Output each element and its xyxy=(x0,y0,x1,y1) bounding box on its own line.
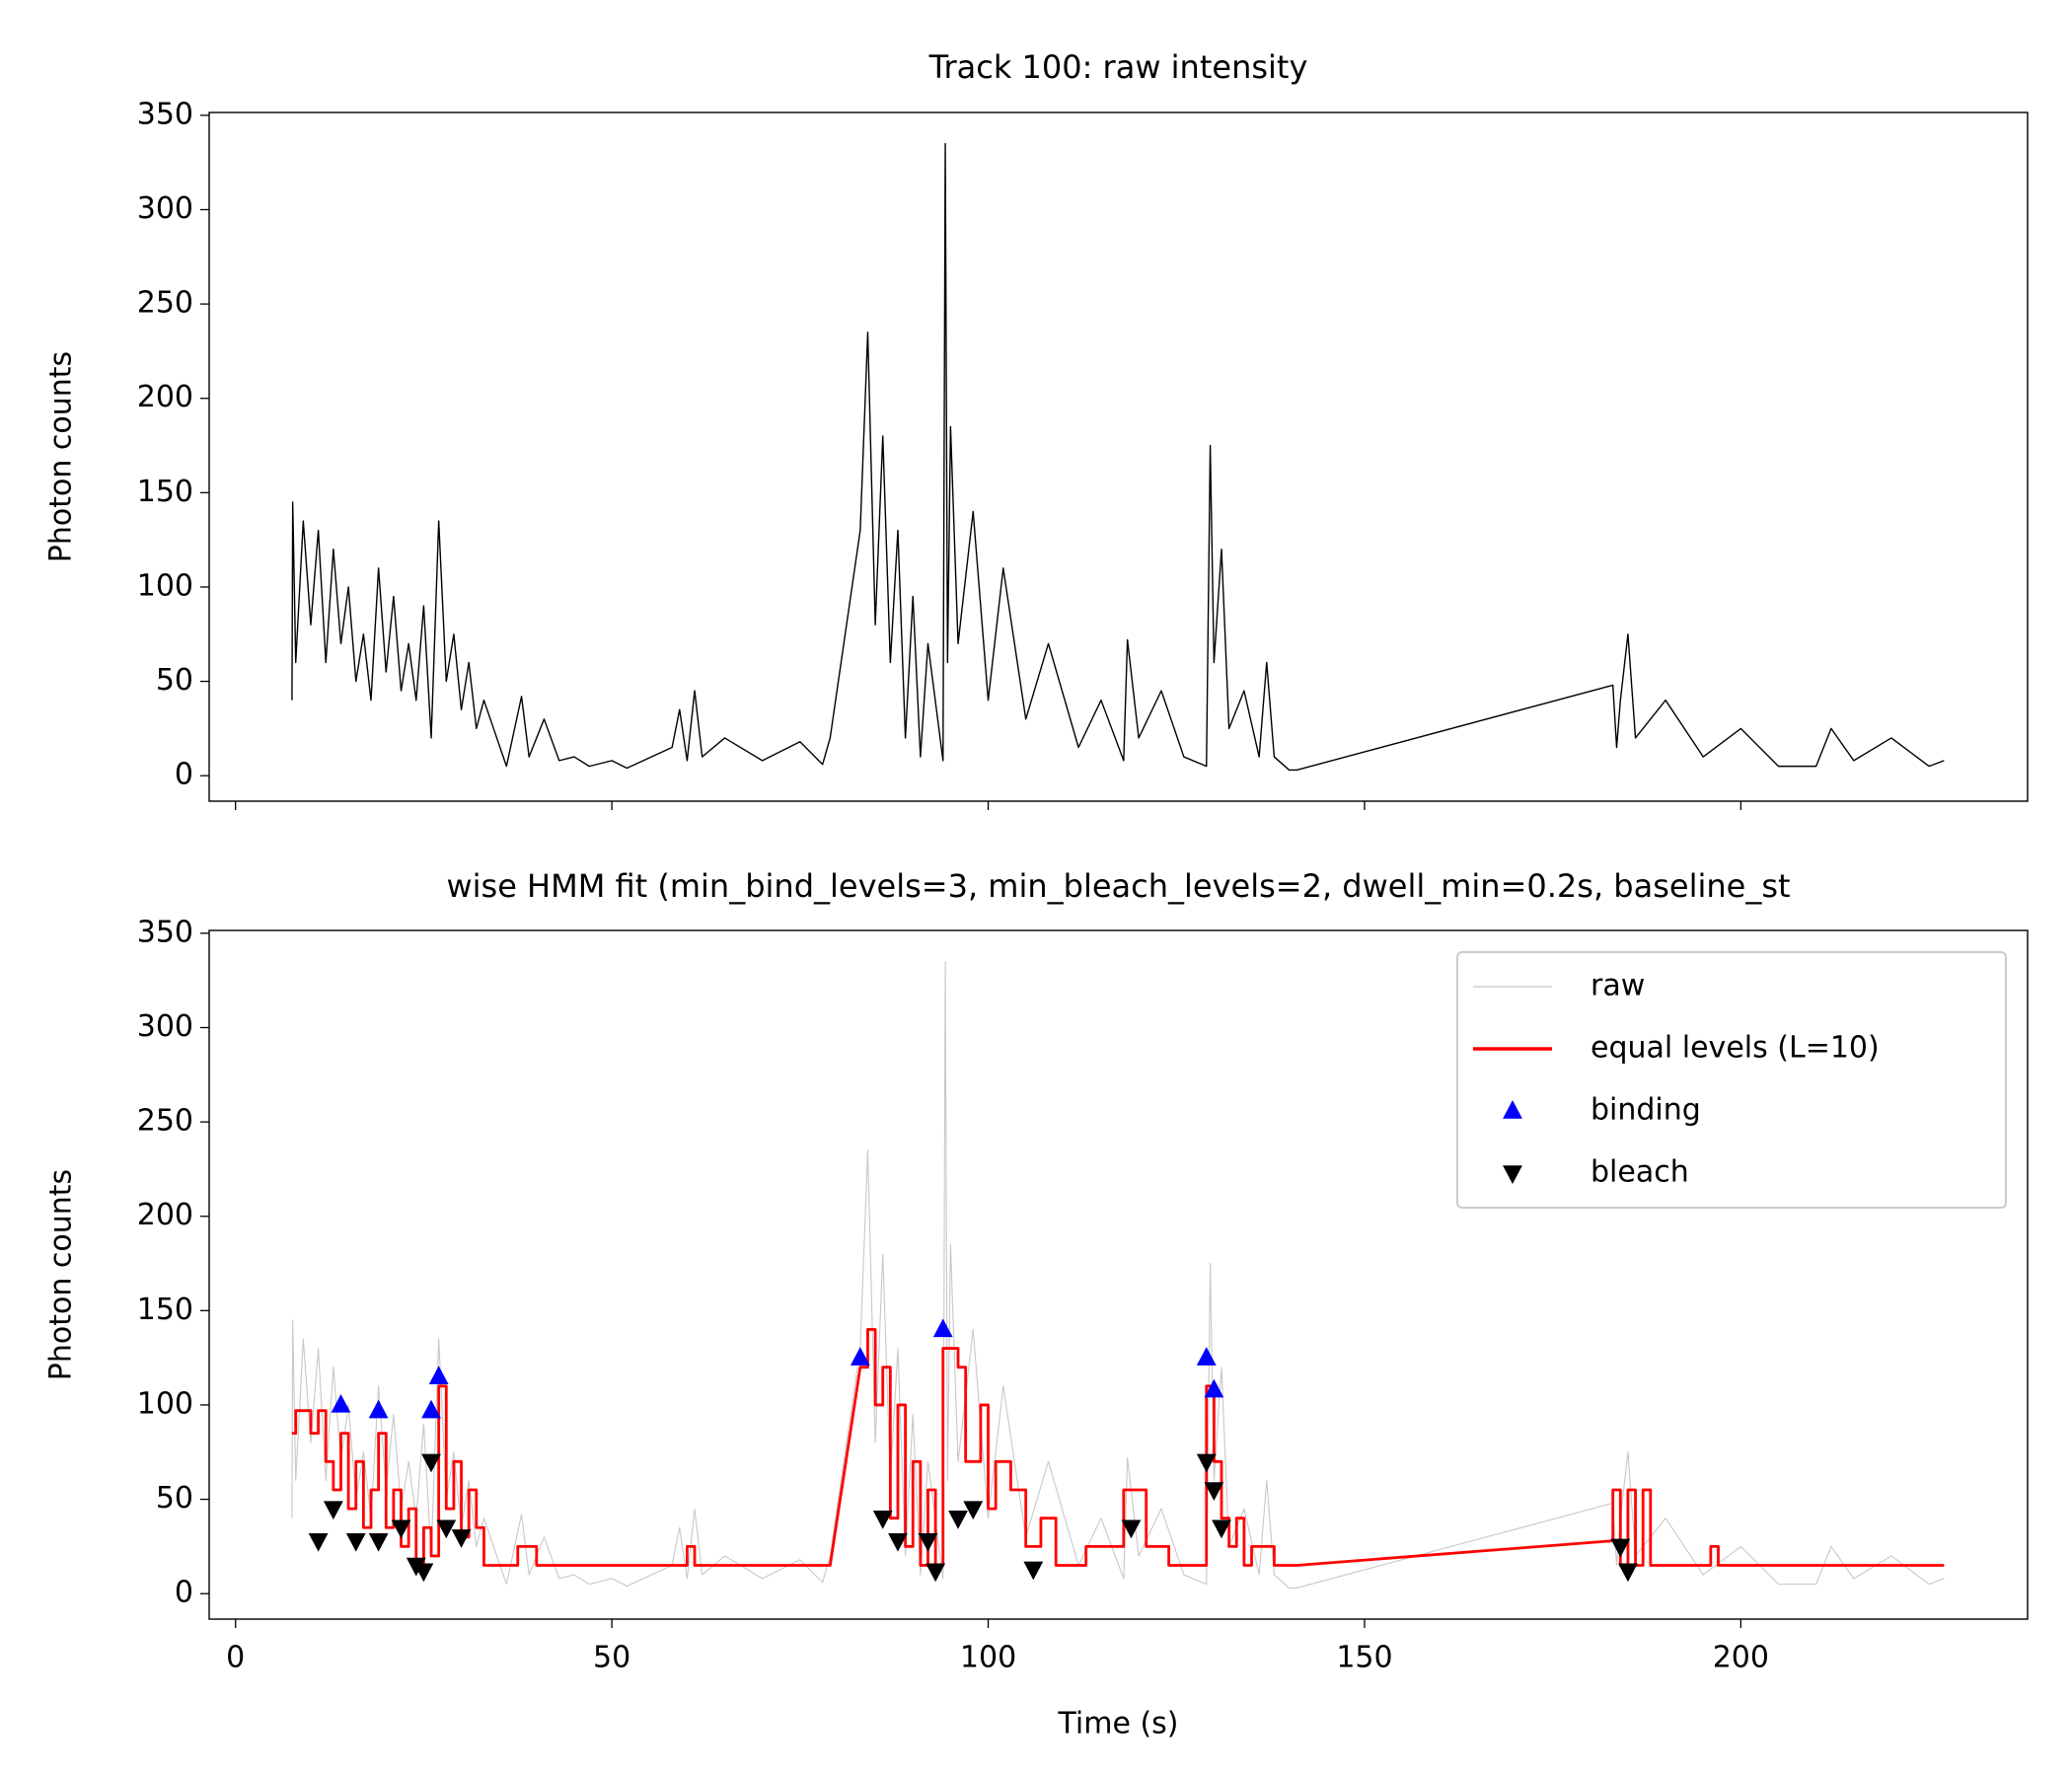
marker xyxy=(1196,1347,1217,1366)
marker xyxy=(413,1563,434,1583)
marker xyxy=(1023,1561,1044,1581)
y-axis-label: Photon counts xyxy=(44,351,79,562)
y-tick-label: 100 xyxy=(137,568,193,603)
series-line xyxy=(291,142,1945,772)
marker xyxy=(345,1532,366,1552)
x-tick-label: 50 xyxy=(593,1641,630,1675)
chart-title: wise HMM fit (min_bind_levels=3, min_ble… xyxy=(446,867,1790,905)
y-tick-label: 250 xyxy=(137,286,193,321)
x-tick-label: 150 xyxy=(1336,1641,1392,1675)
marker xyxy=(918,1532,938,1552)
marker xyxy=(428,1366,449,1384)
axes-frame xyxy=(208,929,2029,1620)
marker xyxy=(1204,1482,1224,1502)
legend-label: equal levels (L=10) xyxy=(1591,1031,1880,1066)
legend-swatch xyxy=(1503,1165,1522,1184)
marker xyxy=(888,1532,908,1552)
x-axis-label: Time (s) xyxy=(1058,1707,1179,1741)
marker xyxy=(421,1399,441,1419)
y-tick-label: 300 xyxy=(137,191,193,226)
y-tick-label: 250 xyxy=(137,1104,193,1139)
marker xyxy=(932,1318,953,1338)
legend-swatch xyxy=(1503,1100,1522,1119)
marker xyxy=(323,1501,343,1520)
legend-label: binding xyxy=(1591,1093,1701,1128)
y-tick-label: 350 xyxy=(137,97,193,131)
x-tick-label: 100 xyxy=(960,1641,1016,1675)
y-tick-label: 200 xyxy=(137,1198,193,1232)
marker xyxy=(872,1510,893,1529)
marker xyxy=(391,1519,411,1539)
legend-label: bleach xyxy=(1591,1155,1689,1190)
marker xyxy=(1196,1453,1217,1473)
marker xyxy=(925,1563,946,1583)
series-line xyxy=(291,961,1945,1589)
y-tick-label: 50 xyxy=(156,1481,193,1516)
y-tick-label: 300 xyxy=(137,1009,193,1044)
plot-area xyxy=(291,142,1945,772)
marker xyxy=(368,1532,389,1552)
marker xyxy=(963,1501,984,1520)
plot-area xyxy=(291,961,1945,1589)
axes-frame xyxy=(208,111,2029,802)
y-tick-label: 0 xyxy=(175,758,193,792)
chart-title: Track 100: raw intensity xyxy=(928,48,1308,86)
legend-label: raw xyxy=(1591,969,1645,1003)
legend-box xyxy=(1456,951,2007,1209)
marker xyxy=(368,1399,389,1419)
marker xyxy=(1618,1563,1638,1583)
marker xyxy=(1212,1519,1231,1539)
y-axis-label: Photon counts xyxy=(44,1169,79,1380)
y-tick-label: 0 xyxy=(175,1576,193,1610)
y-tick-label: 100 xyxy=(137,1386,193,1421)
marker xyxy=(308,1532,329,1552)
marker xyxy=(1204,1378,1224,1398)
y-tick-label: 50 xyxy=(156,663,193,698)
x-tick-label: 0 xyxy=(226,1641,245,1675)
marker xyxy=(436,1519,457,1539)
marker xyxy=(451,1529,472,1548)
y-tick-label: 150 xyxy=(137,1293,193,1327)
y-tick-label: 150 xyxy=(137,475,193,509)
x-tick-label: 200 xyxy=(1713,1641,1769,1675)
y-tick-label: 350 xyxy=(137,915,193,949)
marker xyxy=(1121,1519,1142,1539)
series-line xyxy=(291,1328,1945,1567)
marker xyxy=(421,1453,441,1473)
marker xyxy=(1610,1538,1631,1558)
marker xyxy=(331,1393,351,1413)
marker xyxy=(850,1347,870,1366)
marker xyxy=(948,1510,968,1529)
y-tick-label: 200 xyxy=(137,380,193,414)
